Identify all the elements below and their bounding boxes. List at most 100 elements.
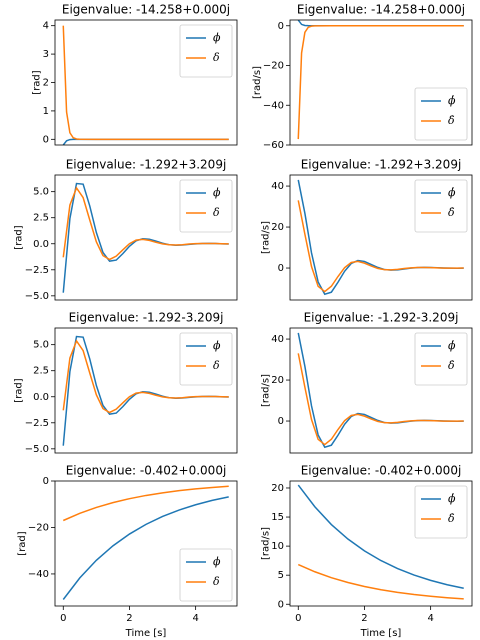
y-tick-label: −40 — [28, 569, 49, 580]
y-tick-label: −20 — [28, 522, 49, 533]
subplot-title: Eigenvalue: -14.258+0.000j — [62, 3, 230, 17]
series-line — [297, 353, 464, 446]
y-tick-label: 2.5 — [33, 213, 49, 224]
legend-label: δ̇ — [448, 512, 455, 525]
y-axis-label: [rad/s] — [260, 221, 271, 254]
y-tick-label: −20 — [263, 61, 284, 72]
y-tick-label: 0 — [278, 263, 284, 274]
y-axis-label: [rad] — [14, 378, 25, 402]
legend: ϕδ — [179, 548, 233, 602]
series-line — [62, 339, 229, 414]
legend-label: δ̇ — [448, 359, 455, 372]
y-axis-label: [rad/s] — [260, 527, 271, 560]
y-tick-label: 3 — [43, 49, 49, 60]
legend: ϕ̇ δ̇ — [414, 179, 468, 233]
y-tick-label: 0 — [278, 599, 284, 610]
x-tick-label: 0 — [295, 613, 301, 624]
legend-label: ϕ̇ — [448, 94, 456, 107]
legend: ϕδ — [179, 332, 233, 386]
y-tick-label: 10 — [271, 541, 284, 552]
legend-label: ϕ̇ — [448, 186, 456, 199]
y-tick-label: 0.0 — [33, 392, 49, 403]
legend-box — [179, 179, 233, 233]
y-tick-label: 0 — [278, 416, 284, 427]
y-tick-label: 20 — [271, 222, 284, 233]
legend: ϕ̇ δ̇ — [414, 332, 468, 386]
y-tick-label: 20 — [271, 375, 284, 386]
y-axis-label: [rad/s] — [252, 66, 263, 99]
y-tick-label: 20 — [271, 483, 284, 494]
legend-box — [179, 548, 233, 602]
legend-label: ϕ — [213, 186, 221, 199]
x-tick-label: 0 — [60, 613, 66, 624]
legend-label: δ — [213, 359, 220, 372]
subplot: Eigenvalue: -14.258+0.000j 0 1 2 3 4 [rad] ϕδ — [32, 3, 238, 146]
subplot-title: Eigenvalue: -1.292-3.209j — [69, 311, 224, 325]
series-line — [62, 485, 229, 522]
y-tick-label: −2.5 — [25, 418, 49, 429]
x-axis-label: Time [s] — [125, 628, 167, 639]
y-tick-label: −40 — [263, 100, 284, 111]
subplot-title: Eigenvalue: -1.292+3.209j — [66, 158, 227, 172]
y-tick-label: 0 — [43, 134, 49, 145]
subplot: Eigenvalue: -1.292+3.209j 0 20 40 [rad/s] ϕ̇ δ… — [260, 158, 473, 301]
legend-box — [179, 24, 233, 78]
axes-frame — [54, 174, 238, 301]
y-axis-label: [rad] — [14, 225, 25, 249]
y-tick-label: 4 — [43, 21, 49, 32]
subplot-title: Eigenvalue: -1.292-3.209j — [304, 311, 459, 325]
subplot-title: Eigenvalue: -14.258+0.000j — [297, 3, 465, 17]
legend-label: ϕ — [213, 31, 221, 44]
y-tick-label: 5.0 — [33, 340, 49, 351]
axes-frame — [289, 327, 473, 454]
legend-label: δ̇ — [448, 206, 455, 219]
axes-frame — [289, 174, 473, 301]
series-line — [62, 25, 229, 141]
subplot: Eigenvalue: -0.402+0.000j −40 −20 0 0 2 4 Time … — [17, 464, 238, 639]
axes-frame — [54, 480, 238, 607]
y-tick-label: −2.5 — [25, 265, 49, 276]
legend-label: ϕ̇ — [448, 339, 456, 352]
subplot: Eigenvalue: -1.292-3.209j −5.0 −2.5 0.0 2.5 5… — [14, 311, 238, 455]
legend: ϕ̇ δ̇ — [414, 87, 468, 141]
subplot: Eigenvalue: -1.292+3.209j −5.0 −2.5 0.0 2.5 5… — [14, 158, 238, 302]
legend-box — [414, 179, 468, 233]
legend-box — [414, 87, 468, 141]
series-line — [297, 563, 464, 600]
subplot-title: Eigenvalue: -0.402+0.000j — [301, 464, 462, 478]
legend-label: δ̇ — [448, 114, 455, 127]
x-tick-label: 4 — [427, 613, 433, 624]
subplot: Eigenvalue: -0.402+0.000j 0 5 10 15 20 0 2 4 Time… — [260, 464, 473, 639]
x-tick-label: 4 — [192, 613, 198, 624]
legend-label: ϕ — [213, 339, 221, 352]
legend: ϕ̇ δ̇ — [414, 485, 468, 539]
legend-label: ϕ̇ — [448, 492, 456, 505]
axes-frame — [54, 327, 238, 454]
legend-label: δ — [213, 51, 220, 64]
x-tick-label: 2 — [126, 613, 132, 624]
axes-frame — [54, 19, 238, 146]
legend-box — [414, 485, 468, 539]
legend-box — [179, 332, 233, 386]
subplot-title: Eigenvalue: -1.292+3.209j — [301, 158, 462, 172]
series-line — [62, 186, 229, 261]
y-tick-label: 15 — [271, 512, 284, 523]
y-axis-label: [rad/s] — [260, 374, 271, 407]
y-tick-label: −5.0 — [25, 291, 49, 302]
legend-label: δ — [213, 206, 220, 219]
series-line — [297, 25, 464, 140]
x-tick-label: 2 — [361, 613, 367, 624]
series-line — [62, 138, 229, 145]
legend-box — [414, 332, 468, 386]
y-axis-label: [rad] — [32, 70, 43, 94]
subplot-title: Eigenvalue: -0.402+0.000j — [66, 464, 227, 478]
subplot: Eigenvalue: -14.258+0.000j −60 −40 −20 0 [rad… — [252, 3, 473, 151]
y-tick-label: 2 — [43, 78, 49, 89]
legend: ϕδ — [179, 24, 233, 78]
series-line — [297, 200, 464, 293]
y-tick-label: −60 — [263, 140, 284, 151]
series-line — [297, 20, 464, 27]
subplot: Eigenvalue: -1.292-3.209j 0 20 40 [rad/s] ϕ̇ δ… — [260, 311, 473, 454]
y-tick-label: 0 — [43, 476, 49, 487]
